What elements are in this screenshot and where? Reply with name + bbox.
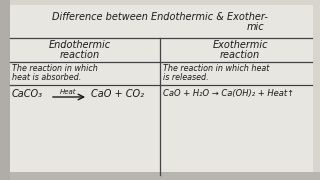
Text: mic: mic bbox=[246, 22, 264, 32]
Text: CaO + CO₂: CaO + CO₂ bbox=[91, 89, 144, 99]
Text: CaCO₃: CaCO₃ bbox=[12, 89, 43, 99]
Text: CaO + H₂O → Ca(OH)₂ + Heat↑: CaO + H₂O → Ca(OH)₂ + Heat↑ bbox=[163, 89, 294, 98]
Text: The reaction in which heat: The reaction in which heat bbox=[163, 64, 269, 73]
Text: Exothermic: Exothermic bbox=[212, 40, 268, 50]
Bar bbox=[0, 0, 10, 180]
Text: is released.: is released. bbox=[163, 73, 209, 82]
Text: Heat: Heat bbox=[60, 89, 76, 95]
Text: heat is absorbed.: heat is absorbed. bbox=[12, 73, 81, 82]
Text: Difference between Endothermic & Exother-: Difference between Endothermic & Exother… bbox=[52, 12, 268, 22]
Bar bbox=[0, 172, 320, 180]
Text: reaction: reaction bbox=[60, 50, 100, 60]
Text: Endothermic: Endothermic bbox=[49, 40, 111, 50]
Text: reaction: reaction bbox=[220, 50, 260, 60]
Text: The reaction in which: The reaction in which bbox=[12, 64, 98, 73]
